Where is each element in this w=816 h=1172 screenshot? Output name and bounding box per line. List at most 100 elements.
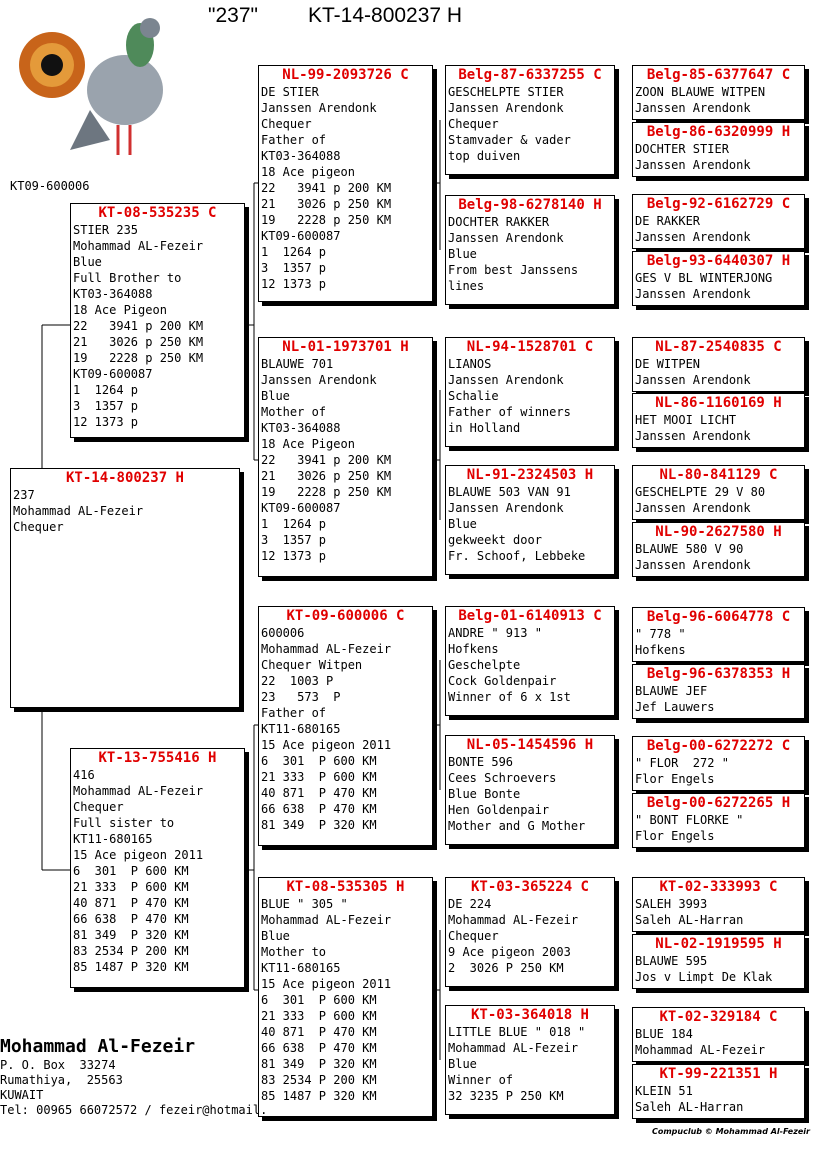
info-line: KT11-680165 bbox=[261, 961, 341, 975]
owner-line: Rumathiya, 25563 bbox=[0, 1073, 123, 1087]
info-line: Janssen Arendonk bbox=[635, 558, 751, 572]
info-line: Janssen Arendonk bbox=[261, 101, 377, 115]
info-line: 66 638 P 470 KM bbox=[261, 1041, 377, 1055]
info-line: 81 349 P 320 KM bbox=[261, 1057, 377, 1071]
info-line: ZOON BLAUWE WITPEN bbox=[635, 85, 766, 99]
info-line: Mohammad AL-Fezeir bbox=[448, 913, 579, 927]
info-line: 237 bbox=[13, 488, 35, 502]
info-line: 66 638 P 470 KM bbox=[261, 802, 377, 816]
ring-number: Belg-96-6378353 H bbox=[646, 666, 791, 682]
ring-number: KT-13-755416 H bbox=[98, 750, 217, 766]
info-line: KT09-600087 bbox=[73, 367, 153, 381]
info-line: 18 Ace pigeon bbox=[261, 165, 355, 179]
info-line: BLUE 184 bbox=[635, 1027, 693, 1041]
info-line: LIANOS bbox=[448, 357, 492, 371]
info-line: gekweekt door bbox=[448, 533, 542, 547]
info-line: Flor Engels bbox=[635, 829, 715, 843]
info-line: Hofkens bbox=[448, 642, 499, 656]
info-line: Mohammad AL-Fezeir bbox=[261, 913, 392, 927]
ring-number: KT-03-365224 C bbox=[470, 879, 589, 895]
info-line: Mohammad AL-Fezeir bbox=[13, 504, 144, 518]
info-line: in Holland bbox=[448, 421, 521, 435]
pedigree-box: KT-08-535305 H BLUE " 305 " Mohammad AL-Fe… bbox=[258, 877, 433, 1117]
info-line: 23 573 P bbox=[261, 690, 341, 704]
info-line: 19 2228 p 250 KM bbox=[73, 351, 204, 365]
info-line: Blue bbox=[448, 1057, 477, 1071]
info-line: DOCHTER RAKKER bbox=[448, 215, 550, 229]
info-line: lines bbox=[448, 279, 485, 293]
pedigree-box: Belg-00-6272272 C " FLOR 272 " Flor Engels bbox=[632, 736, 805, 791]
info-line: " FLOR 272 " bbox=[635, 756, 729, 770]
ring-number: NL-94-1528701 C bbox=[466, 339, 594, 355]
ring-number: NL-02-1919595 H bbox=[655, 936, 782, 952]
info-line: Geschelpte bbox=[448, 658, 521, 672]
info-line: Chequer bbox=[261, 117, 312, 131]
info-line: DE RAKKER bbox=[635, 214, 701, 228]
pedigree-box: NL-91-2324503 H BLAUWE 503 VAN 91 Janssen … bbox=[445, 465, 615, 575]
info-line: top duiven bbox=[448, 149, 521, 163]
ring-number: NL-91-2324503 H bbox=[466, 467, 594, 483]
info-line: 15 Ace pigeon 2011 bbox=[73, 848, 204, 862]
info-line: KT09-600087 bbox=[261, 501, 341, 515]
pedigree-box: Belg-92-6162729 C DE RAKKER Janssen Arendo… bbox=[632, 194, 805, 249]
info-line: Janssen Arendonk bbox=[448, 101, 564, 115]
info-line: Cees Schroevers bbox=[448, 771, 557, 785]
info-line: 6 301 P 600 KM bbox=[73, 864, 189, 878]
info-line: Blue Bonte bbox=[448, 787, 521, 801]
info-line: Saleh AL-Harran bbox=[635, 913, 744, 927]
info-line: 22 3941 p 200 KM bbox=[73, 319, 204, 333]
owner: Mohammad Al-Fezeir P. O. Box 33274 Rumath… bbox=[0, 1036, 267, 1118]
pedigree-box: Belg-93-6440307 H GES V BL WINTERJONG Jans… bbox=[632, 251, 805, 306]
info-line: 12 1373 p bbox=[261, 549, 327, 563]
info-line: 3 1357 p bbox=[261, 533, 327, 547]
info-line: " 778 " bbox=[635, 627, 686, 641]
info-line: 1 1264 p bbox=[261, 517, 327, 531]
info-line: Janssen Arendonk bbox=[261, 373, 377, 387]
info-line: Janssen Arendonk bbox=[635, 101, 751, 115]
pedigree-box: NL-80-841129 C GESCHELPTE 29 V 80 Janssen … bbox=[632, 465, 805, 520]
info-line: 21 3026 p 250 KM bbox=[261, 197, 392, 211]
info-line: 1 1264 p bbox=[261, 245, 327, 259]
pedigree-box: KT-13-755416 H 416 Mohammad AL-Fezeir Chequ… bbox=[70, 748, 245, 988]
info-line: Blue bbox=[448, 247, 477, 261]
ring-number: KT-02-329184 C bbox=[659, 1009, 778, 1025]
info-line: BONTE 596 bbox=[448, 755, 514, 769]
ring-number: KT-02-333993 C bbox=[659, 879, 778, 895]
info-line: Winner of bbox=[448, 1073, 514, 1087]
info-line: BLUE " 305 " bbox=[261, 897, 348, 911]
ring-number: NL-01-1973701 H bbox=[282, 339, 409, 355]
info-line: Full Brother to bbox=[73, 271, 182, 285]
footer: Compuclub © Mohammad Al-Fezeir bbox=[651, 1127, 810, 1136]
info-line: Father of winners bbox=[448, 405, 571, 419]
pedigree-box: NL-02-1919595 H BLAUWE 595 Jos v Limpt De … bbox=[632, 934, 805, 989]
info-line: 6 301 P 600 KM bbox=[261, 754, 377, 768]
pedigree-box: Belg-86-6320999 H DOCHTER STIER Janssen Ar… bbox=[632, 122, 805, 177]
info-line: KT09-600087 bbox=[261, 229, 341, 243]
info-line: 1 1264 p bbox=[73, 383, 139, 397]
info-line: 22 3941 p 200 KM bbox=[261, 181, 392, 195]
pedigree-box: NL-90-2627580 H BLAUWE 580 V 90 Janssen Ar… bbox=[632, 522, 805, 577]
info-line: Blue bbox=[73, 255, 102, 269]
info-line: Chequer Witpen bbox=[261, 658, 363, 672]
pedigree-box: NL-87-2540835 C DE WITPEN Janssen Arendonk bbox=[632, 337, 805, 392]
ring-number: KT-99-221351 H bbox=[659, 1066, 778, 1082]
owner-line: P. O. Box 33274 bbox=[0, 1058, 116, 1072]
info-line: 18 Ace Pigeon bbox=[73, 303, 167, 317]
info-line: Mohammad AL-Fezeir bbox=[261, 642, 392, 656]
owner-line: KUWAIT bbox=[0, 1088, 44, 1102]
info-line: " BONT FLORKE " bbox=[635, 813, 744, 827]
pedigree-box: Belg-01-6140913 C ANDRE " 913 " Hofkens Ges… bbox=[445, 606, 615, 716]
ring-number: KT-09-600006 C bbox=[286, 608, 405, 624]
info-line: 85 1487 P 320 KM bbox=[261, 1089, 377, 1103]
owner-line: Tel: 00965 66072572 / fezeir@hotmail. bbox=[0, 1103, 268, 1117]
pedigree-box: NL-01-1973701 H BLAUWE 701 Janssen Arendon… bbox=[258, 337, 433, 577]
ring-number: NL-80-841129 C bbox=[659, 467, 778, 483]
pedigree-box: Belg-96-6378353 H BLAUWE JEF Jef Lauwers bbox=[632, 664, 805, 719]
info-line: From best Janssens bbox=[448, 263, 579, 277]
info-line: Full sister to bbox=[73, 816, 175, 830]
info-line: 40 871 P 470 KM bbox=[261, 1025, 377, 1039]
info-line: Winner of 6 x 1st bbox=[448, 690, 571, 704]
info-line: Janssen Arendonk bbox=[448, 501, 564, 515]
